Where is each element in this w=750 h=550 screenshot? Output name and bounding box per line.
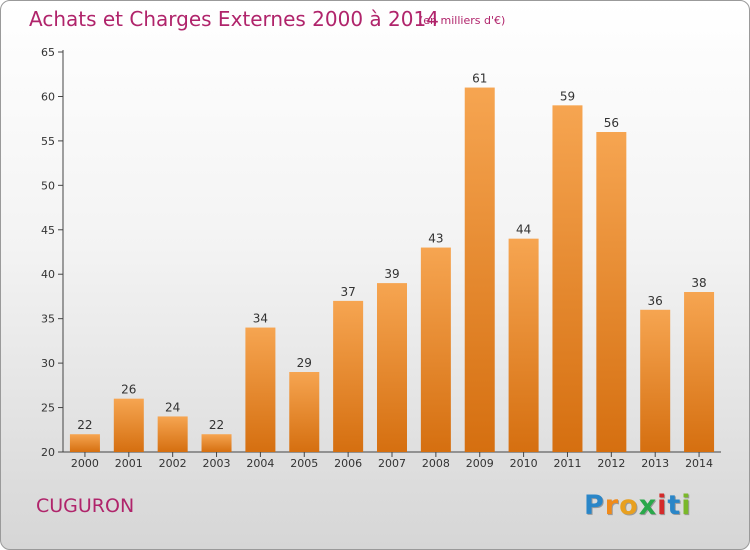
value-label-2007: 39 [384, 267, 399, 281]
chart-bars [69, 87, 715, 453]
x-tick-label-2009: 2009 [466, 457, 494, 470]
x-tick-label-2007: 2007 [378, 457, 406, 470]
y-tick-label: 55 [41, 135, 55, 148]
value-label-2004: 34 [253, 312, 268, 326]
chart-labels: 22 2000 26 2001 24 2002 22 2003 34 2004 29 2005 37 20… [71, 72, 713, 470]
bar-2000 [69, 434, 100, 452]
value-label-2006: 37 [340, 285, 355, 299]
y-tick-label: 30 [41, 357, 55, 370]
value-label-2001: 26 [121, 383, 136, 397]
x-tick-label-2006: 2006 [334, 457, 362, 470]
value-label-2003: 22 [209, 418, 224, 432]
logo-letter: x [638, 490, 658, 521]
value-label-2000: 22 [77, 418, 92, 432]
y-tick-label: 60 [41, 90, 55, 103]
x-tick-label-2010: 2010 [510, 457, 538, 470]
value-label-2013: 36 [648, 294, 663, 308]
chart-unit: (en milliers d'€) [419, 14, 506, 27]
commune-name: CUGURON [36, 495, 135, 517]
bar-2009 [464, 87, 495, 453]
logo-letter: P [584, 490, 605, 521]
x-tick-label-2004: 2004 [246, 457, 274, 470]
bar-2007 [377, 283, 407, 452]
value-label-2014: 38 [691, 276, 706, 290]
bar-2005 [289, 372, 320, 452]
x-tick-label-2005: 2005 [290, 457, 318, 470]
logo-letter: t [667, 490, 682, 521]
bar-2002 [157, 416, 188, 452]
x-tick-label-2001: 2001 [115, 457, 143, 470]
value-label-2008: 43 [428, 232, 443, 246]
y-tick-label: 45 [41, 224, 55, 237]
y-tick-label: 35 [41, 313, 55, 326]
logo-letter: i [657, 490, 668, 521]
chart-title: Achats et Charges Externes 2000 à 2014 [29, 7, 439, 31]
x-tick-label-2008: 2008 [422, 457, 450, 470]
x-tick-label-2002: 2002 [159, 457, 187, 470]
logo-letter: r [604, 490, 620, 521]
value-label-2005: 29 [297, 356, 312, 370]
value-label-2010: 44 [516, 223, 531, 237]
bar-2011 [552, 105, 583, 452]
proxiti-logo: Proxiti [584, 490, 692, 521]
x-tick-label-2003: 2003 [203, 457, 231, 470]
logo-letter: i [681, 490, 692, 521]
bar-2003 [201, 434, 232, 452]
bar-2012 [596, 132, 627, 452]
x-tick-label-2000: 2000 [71, 457, 99, 470]
bar-2013 [640, 309, 671, 452]
x-tick-label-2011: 2011 [553, 457, 581, 470]
bar-2006 [333, 300, 364, 452]
x-tick-label-2014: 2014 [685, 457, 713, 470]
bar-2008 [420, 247, 451, 452]
x-tick-label-2012: 2012 [597, 457, 625, 470]
bar-2010 [508, 238, 539, 452]
y-tick-label: 20 [41, 446, 55, 459]
bar-2004 [245, 327, 276, 452]
bar-2001 [113, 398, 144, 452]
y-tick-label: 40 [41, 268, 55, 281]
logo-letter: o [619, 490, 639, 521]
y-tick-label: 50 [41, 179, 55, 192]
value-label-2012: 56 [604, 116, 619, 130]
value-label-2002: 24 [165, 400, 180, 414]
y-tick-label: 65 [41, 46, 55, 59]
bar-2014 [684, 292, 715, 452]
value-label-2009: 61 [472, 72, 487, 86]
x-tick-label-2013: 2013 [641, 457, 669, 470]
y-tick-label: 25 [41, 402, 55, 415]
value-label-2011: 59 [560, 89, 575, 103]
